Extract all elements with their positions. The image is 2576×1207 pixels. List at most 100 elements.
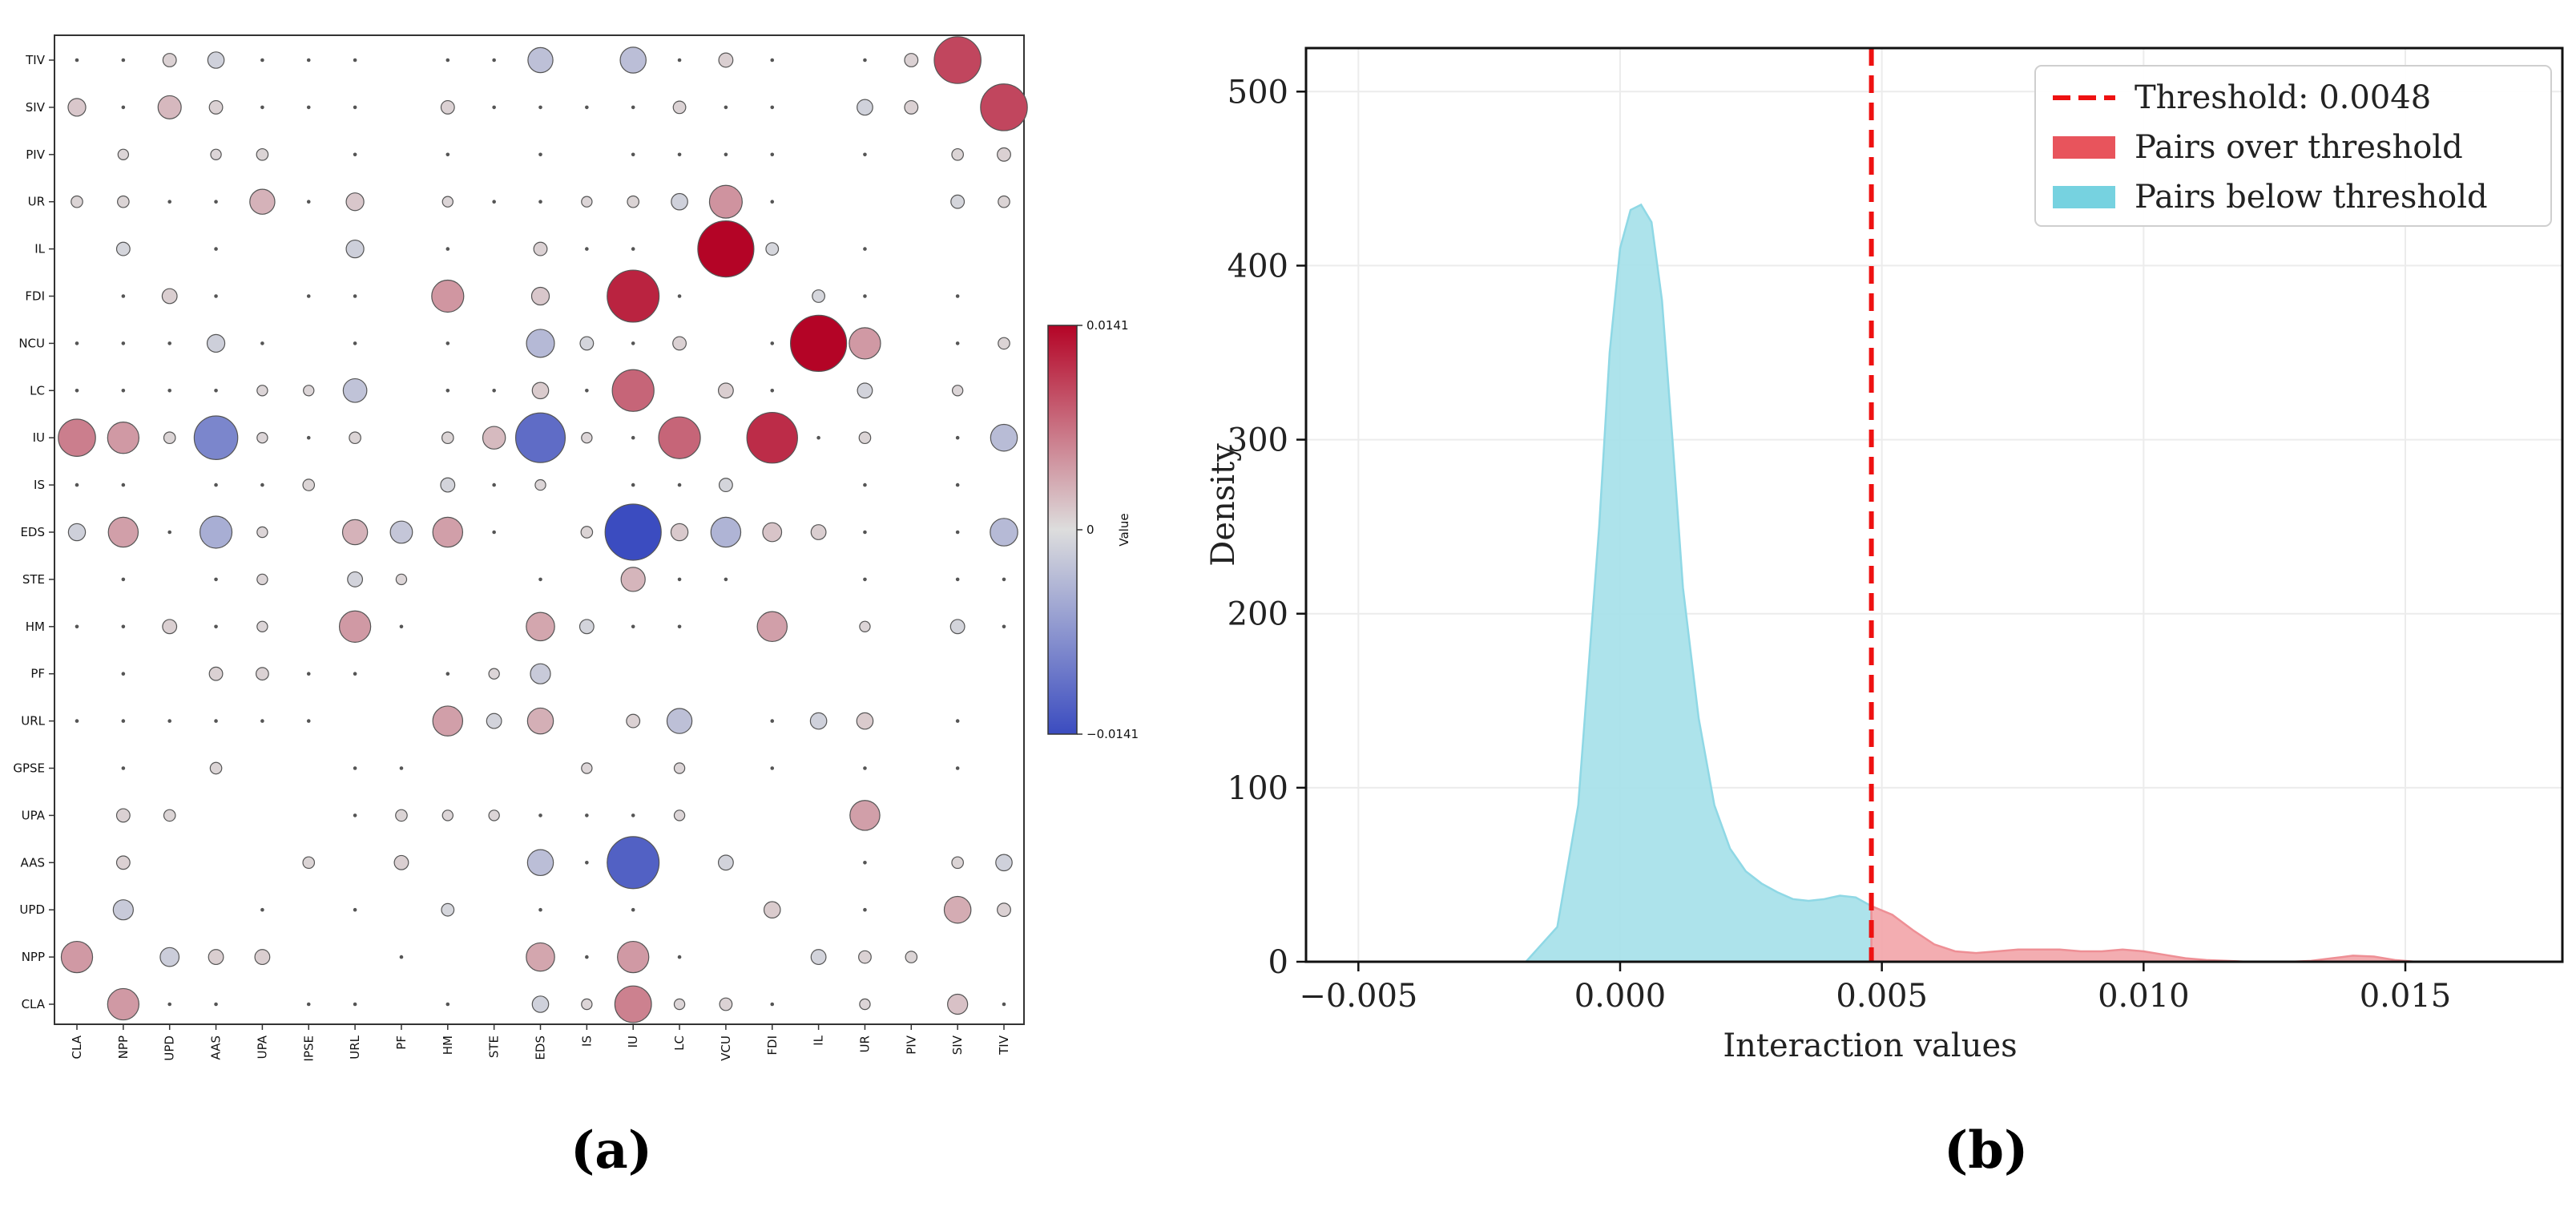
subfigure-label-a: (a)	[570, 1120, 653, 1181]
bubble-point	[256, 385, 268, 397]
bubble-point	[863, 294, 867, 298]
bubble-point	[677, 955, 682, 959]
bubble-point	[306, 435, 311, 440]
y-tick-label: CLA	[22, 997, 46, 1011]
bubble-point	[115, 855, 131, 870]
y-tick-label: LC	[30, 383, 45, 398]
x-tick-label: UR	[857, 1035, 872, 1052]
bubble-point	[432, 516, 464, 548]
bubble-point	[585, 389, 589, 393]
bubble-point	[260, 341, 264, 345]
bubble-point	[943, 895, 972, 924]
bubble-point	[756, 611, 788, 643]
bubble-point	[121, 624, 126, 629]
bubble-point	[107, 516, 139, 548]
bubble-point	[75, 58, 79, 63]
x-tick-label: IU	[626, 1035, 640, 1048]
bubble-point	[631, 247, 635, 251]
bubble-point	[260, 907, 264, 912]
bubble-point	[955, 294, 960, 298]
y-axis-label: Density	[1205, 443, 1242, 567]
bubble-point	[260, 58, 264, 63]
bubble-point	[441, 431, 454, 445]
y-tick-label: AAS	[21, 855, 45, 870]
bubble-point	[746, 411, 798, 464]
y-tick-label: URL	[21, 714, 45, 729]
bubble-point	[672, 100, 687, 115]
bubble-point	[441, 196, 454, 208]
bubble-point	[631, 152, 635, 157]
bubble-point	[626, 713, 641, 729]
y-tick-label: 0	[1268, 944, 1288, 981]
bubble-point	[260, 719, 264, 723]
bubble-point	[530, 663, 551, 684]
bubble-point	[947, 993, 969, 1015]
bubble-point	[338, 610, 372, 643]
bubble-point	[399, 624, 404, 629]
bubble-point	[858, 431, 872, 445]
y-tick-label: GPSE	[13, 761, 45, 776]
x-tick-label: 0.015	[2360, 978, 2452, 1015]
bubble-point	[863, 907, 867, 912]
bubble-point	[395, 573, 408, 586]
bubble-point	[115, 241, 131, 256]
bubble-point	[581, 762, 593, 774]
bubble-point	[488, 809, 500, 821]
bubble-point	[58, 418, 96, 458]
bubble-point	[949, 619, 965, 635]
bubble-point	[955, 577, 960, 582]
bubble-point	[121, 577, 126, 582]
bubble-point	[208, 666, 224, 681]
colorbar-label: Value	[1117, 513, 1131, 546]
bubble-point	[353, 105, 357, 110]
bubble-point	[770, 1002, 775, 1007]
y-tick-label: FDI	[25, 289, 45, 304]
y-tick-label: UPA	[22, 808, 46, 822]
bubble-point	[677, 58, 682, 63]
bubble-point	[214, 624, 218, 629]
bubble-point	[353, 294, 357, 298]
bubble-point	[538, 105, 542, 110]
bubble-point	[260, 105, 264, 110]
y-tick-label: UPD	[19, 902, 45, 917]
bubble-point	[627, 195, 640, 208]
bubble-point	[531, 995, 550, 1013]
bubble-point	[441, 902, 455, 917]
bubble-point	[492, 530, 496, 535]
bubble-point	[585, 247, 589, 251]
bubble-point	[863, 577, 867, 582]
bubble-point	[167, 719, 171, 723]
x-tick-label: EDS	[534, 1035, 548, 1060]
bubble-point	[162, 53, 177, 67]
bubble-point	[526, 942, 555, 972]
bubble-point	[533, 241, 548, 256]
bubble-point	[857, 99, 873, 116]
y-tick-label: SIV	[26, 100, 46, 115]
bubble-point	[863, 530, 867, 535]
bubble-point	[206, 333, 226, 353]
bubble-point	[765, 242, 780, 256]
colorbar-tick-label: 0.0141	[1086, 318, 1129, 333]
bubble-point	[717, 854, 734, 871]
bubble-point	[260, 482, 264, 487]
x-tick-label: −0.005	[1299, 978, 1417, 1015]
y-tick-label: NPP	[22, 950, 45, 964]
legend-swatch	[2053, 186, 2115, 208]
bubble-point	[395, 809, 408, 822]
bubble-point	[347, 571, 364, 587]
legend-label: Threshold: 0.0048	[2135, 79, 2431, 116]
bubble-point	[980, 83, 1028, 131]
bubble-point	[581, 196, 593, 208]
bubble-point	[107, 422, 140, 454]
bubble-point	[631, 435, 635, 440]
bubble-point	[579, 336, 595, 351]
bubble-point	[207, 51, 225, 69]
bubble-point	[208, 99, 224, 115]
bubble-point	[161, 288, 178, 305]
bubble-point	[617, 940, 650, 974]
bubble-point	[306, 105, 311, 110]
x-tick-label: UPA	[255, 1035, 269, 1059]
bubble-point	[353, 813, 357, 817]
bubble-point	[951, 856, 964, 870]
y-tick-label: UR	[28, 195, 45, 209]
